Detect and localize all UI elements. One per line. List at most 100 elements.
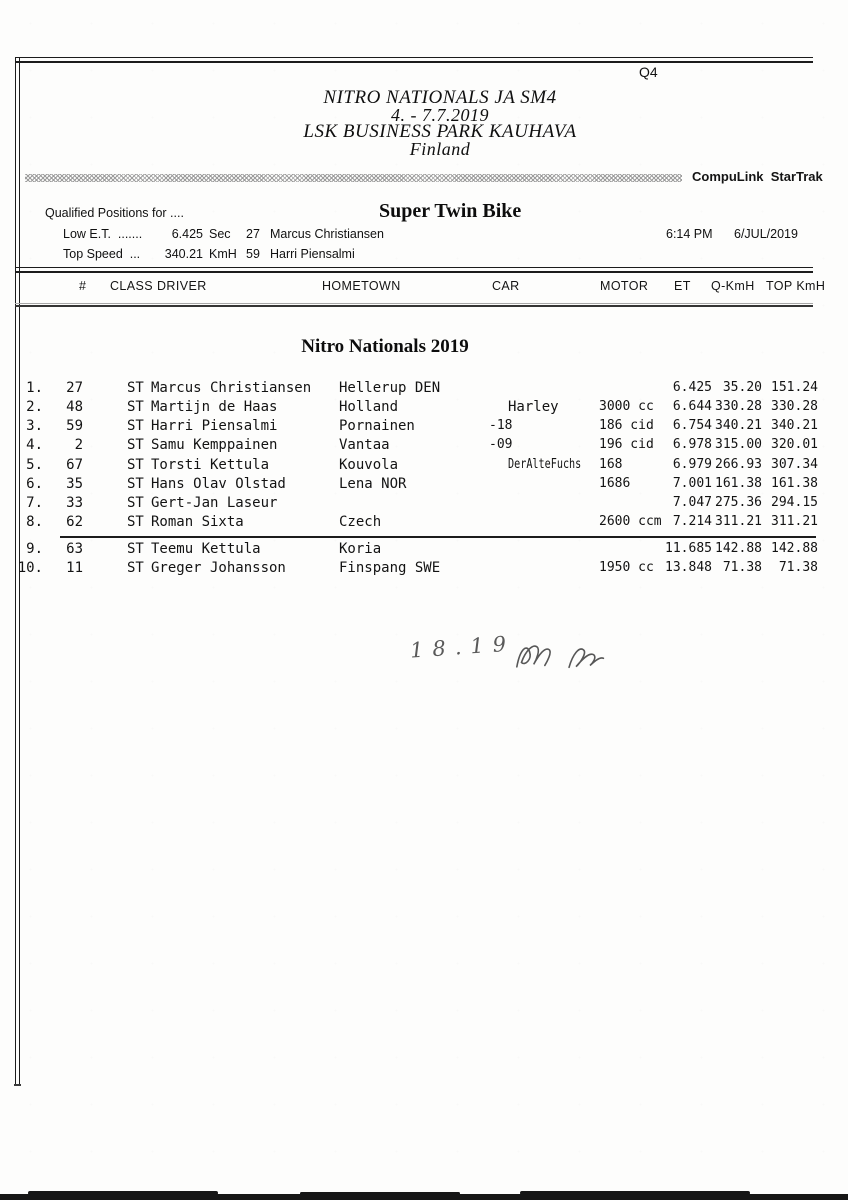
mid-table-separator	[60, 536, 816, 538]
low-et-label: Low E.T. .......	[63, 227, 143, 241]
cell-class: ST	[127, 380, 144, 396]
table-header-rule-top-inner	[15, 270, 813, 273]
cell-class: ST	[127, 399, 144, 415]
scan-bottom-edge-bump	[28, 1191, 218, 1195]
column-header-hometown: HOMETOWN	[322, 279, 401, 293]
cell-topkmh: 142.88	[771, 541, 818, 556]
cell-class: ST	[127, 495, 144, 511]
dotted-separator-band	[25, 174, 682, 182]
event-title-line2: 4. - 7.7.2019	[391, 105, 489, 125]
cell-motor: 1686	[599, 476, 631, 491]
column-header-driver: DRIVER	[157, 279, 207, 293]
timing-brand-text: CompuLink StarTrak	[692, 169, 823, 184]
cell-et: 6.978	[672, 437, 712, 452]
cell-number: 67	[66, 457, 83, 473]
cell-topkmh: 330.28	[771, 399, 818, 414]
cell-car-year: -18	[489, 418, 513, 433]
cell-motor: 196 cid	[599, 437, 654, 452]
cell-qkmh: 330.28	[715, 399, 762, 414]
cell-rank: 7.	[26, 495, 43, 511]
cell-rank: 10.	[17, 560, 43, 576]
cell-hometown: Vantaa	[339, 437, 390, 453]
table-header-rule-top-outer	[15, 267, 813, 269]
cell-rank: 9.	[26, 541, 43, 557]
cell-driver: Gert-Jan Laseur	[151, 495, 278, 511]
cell-motor: 1950 cc	[599, 560, 654, 575]
cell-class: ST	[127, 514, 144, 530]
cell-driver: Roman Sixta	[151, 514, 244, 530]
table-row: 6. 35 ST Hans Olav Olstad Lena NOR 1686 7.001 1…	[0, 476, 848, 493]
cell-class: ST	[127, 541, 144, 557]
cell-et: 6.644	[672, 399, 712, 414]
print-time: 6:14 PM	[666, 227, 713, 241]
cell-topkmh: 311.21	[771, 514, 818, 529]
cell-qkmh: 142.88	[715, 541, 762, 556]
column-header-class: CLASS	[110, 279, 153, 293]
cell-class: ST	[127, 560, 144, 576]
cell-qkmh: 275.36	[715, 495, 762, 510]
cell-topkmh: 151.24	[771, 380, 818, 395]
column-header-motor: MOTOR	[600, 279, 649, 293]
cell-class: ST	[127, 418, 144, 434]
cell-qkmh: 266.93	[715, 457, 762, 472]
sheet-label: Q4	[639, 64, 658, 80]
cell-hometown: Kouvola	[339, 457, 399, 473]
category-title: Super Twin Bike	[379, 200, 522, 222]
cell-hometown: Hellerup DEN	[339, 380, 441, 396]
cell-qkmh: 311.21	[715, 514, 762, 529]
top-speed-value: 340.21	[164, 247, 203, 261]
cell-driver: Torsti Kettula	[151, 457, 270, 473]
top-speed-holder-number: 59	[246, 247, 260, 261]
event-title-line1: NITRO NATIONALS JA SM4	[323, 87, 557, 108]
cell-driver: Marcus Christiansen	[151, 380, 312, 396]
table-row: 1. 27 ST Marcus Christiansen Hellerup DEN 6.4…	[0, 380, 848, 397]
cell-topkmh: 71.38	[778, 560, 818, 575]
cell-driver: Teemu Kettula	[151, 541, 261, 557]
low-et-value: 6.425	[171, 227, 203, 241]
table-row: 7. 33 ST Gert-Jan Laseur 7.047 275.36 294.15	[0, 495, 848, 512]
cell-number: 48	[66, 399, 83, 415]
table-row: 8. 62 ST Roman Sixta Czech 2600 ccm 7.214 311.2…	[0, 514, 848, 531]
cell-number: 33	[66, 495, 83, 511]
column-header-et: ET	[674, 279, 691, 293]
low-et-holder-number: 27	[246, 227, 260, 241]
cell-qkmh: 315.00	[715, 437, 762, 452]
event-name-heading: Nitro Nationals 2019	[301, 336, 469, 357]
cell-et: 6.979	[672, 457, 712, 472]
cell-class: ST	[127, 457, 144, 473]
top-speed-label: Top Speed ...	[63, 247, 141, 261]
cell-motor: 168	[599, 457, 623, 472]
frame-left-line-inner	[18, 57, 21, 1085]
table-row: 9. 63 ST Teemu Kettula Koria 11.685 142.88 142.…	[0, 541, 848, 558]
table-row: 4. 2 ST Samu Kemppainen Vantaa -09 196 cid 6.97…	[0, 437, 848, 454]
cell-hometown: Pornainen	[339, 418, 415, 434]
column-header-number: #	[79, 279, 87, 293]
frame-top-line-outer	[15, 57, 813, 59]
cell-et: 7.047	[672, 495, 712, 510]
cell-et: 7.001	[672, 476, 712, 491]
table-row: 5. 67 ST Torsti Kettula Kouvola DerAlteFuchs 1…	[0, 457, 848, 474]
cell-et: 7.214	[672, 514, 712, 529]
cell-topkmh: 161.38	[771, 476, 818, 491]
cell-driver: Martijn de Haas	[151, 399, 278, 415]
cell-class: ST	[127, 437, 144, 453]
cell-qkmh: 161.38	[715, 476, 762, 491]
cell-et: 13.848	[665, 560, 712, 575]
column-header-topkmh: TOP KmH	[766, 279, 826, 293]
column-header-car: CAR	[492, 279, 520, 293]
cell-hometown: Koria	[339, 541, 382, 557]
cell-number: 59	[66, 418, 83, 434]
cell-rank: 6.	[26, 476, 43, 492]
cell-number: 35	[66, 476, 83, 492]
cell-topkmh: 307.34	[771, 457, 818, 472]
cell-qkmh: 340.21	[715, 418, 762, 433]
cell-hometown: Holland	[339, 399, 399, 415]
cell-motor: 3000 cc	[599, 399, 654, 414]
cell-rank: 5.	[26, 457, 43, 473]
cell-number: 11	[66, 560, 83, 576]
low-et-holder-name: Marcus Christiansen	[270, 227, 384, 241]
cell-hometown: Czech	[339, 514, 382, 530]
scan-bottom-edge-bump	[520, 1191, 750, 1195]
cell-rank: 8.	[26, 514, 43, 530]
cell-driver: Samu Kemppainen	[151, 437, 278, 453]
